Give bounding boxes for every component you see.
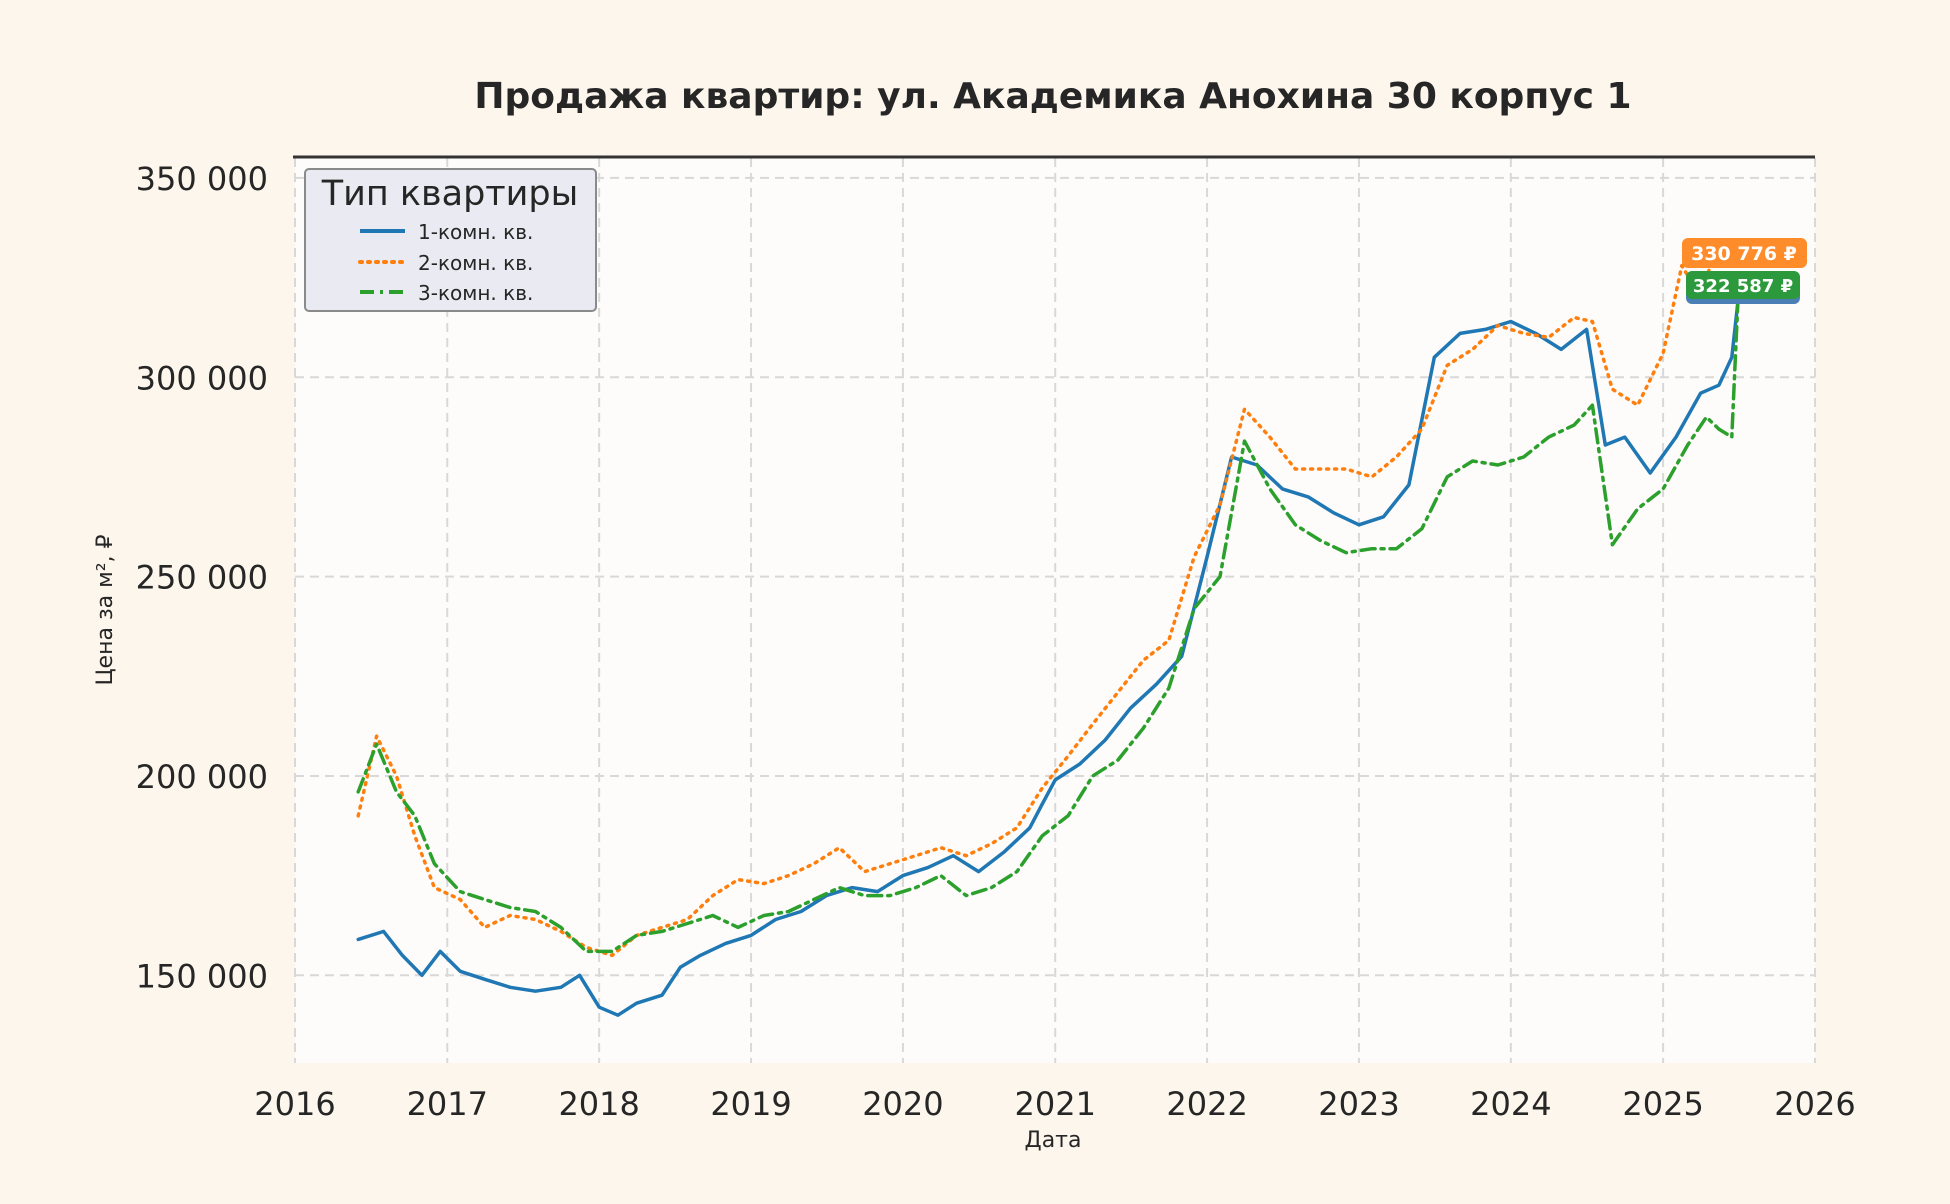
x-tick-label: 2021 — [1014, 1085, 1095, 1123]
x-tick-label: 2017 — [407, 1085, 488, 1123]
annotation-badge-3room — [1686, 271, 1800, 299]
series-layer — [356, 235, 1741, 1017]
annotation-3room-price: 322 587 ₽ — [1693, 276, 1793, 297]
x-tick-label: 2022 — [1166, 1085, 1247, 1123]
x-tick-label: 2016 — [254, 1085, 335, 1123]
x-tick-label: 2026 — [1774, 1085, 1855, 1123]
legend-label-3room: 3-комн. кв. — [418, 281, 533, 305]
legend-title: Тип квартиры — [321, 174, 579, 214]
legend-box — [304, 168, 597, 312]
chart-title: Продажа квартир: ул. Академика Анохина 3… — [474, 76, 1631, 117]
legend-label-2room: 2-комн. кв. — [418, 251, 533, 275]
y-tick-label: 200 000 — [136, 758, 268, 796]
series-line-3 — [356, 287, 1741, 954]
grid — [294, 158, 1816, 1063]
y-tick-label: 150 000 — [136, 957, 268, 995]
y-tick-label: 300 000 — [136, 359, 268, 397]
x-tick-label: 2019 — [710, 1085, 791, 1123]
x-axis-label: Дата — [1025, 1128, 1082, 1153]
x-tick-label: 2020 — [862, 1085, 943, 1123]
annotations: 330 776 ₽ 322 587 ₽ — [1682, 238, 1807, 304]
series-line-1 — [356, 295, 1741, 1017]
x-tick-label: 2023 — [1318, 1085, 1399, 1123]
legend: Тип квартиры 1-комн. кв. 2-комн. кв. 3-к… — [304, 168, 597, 312]
annotation-2room-price: 330 776 ₽ — [1691, 243, 1797, 265]
x-tick-label: 2024 — [1470, 1085, 1551, 1123]
x-tick-label: 2025 — [1622, 1085, 1703, 1123]
y-tick-label: 250 000 — [136, 559, 268, 597]
y-axis-ticks: 150 000 200 000 250 000 300 000 350 000 — [136, 160, 268, 995]
x-tick-label: 2018 — [558, 1085, 639, 1123]
y-axis-label: Цена за м², ₽ — [93, 534, 118, 685]
x-axis-ticks: 2016 2017 2018 2019 2020 2021 2022 2023 2024 2025… — [254, 1085, 1855, 1123]
annotation-badge-2room — [1682, 238, 1807, 268]
y-tick-label: 350 000 — [136, 160, 268, 198]
legend-label-1room: 1-комн. кв. — [418, 220, 533, 244]
